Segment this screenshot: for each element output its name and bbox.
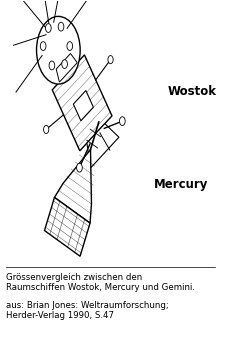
Text: Herder-Verlag 1990, S.47: Herder-Verlag 1990, S.47 bbox=[6, 311, 114, 321]
Circle shape bbox=[58, 22, 64, 31]
Polygon shape bbox=[52, 55, 112, 151]
Text: Raumschiffen Wostok, Mercury und Gemini.: Raumschiffen Wostok, Mercury und Gemini. bbox=[6, 283, 195, 292]
Circle shape bbox=[62, 60, 67, 69]
Circle shape bbox=[40, 42, 46, 50]
Circle shape bbox=[77, 163, 82, 172]
Text: Wostok: Wostok bbox=[167, 85, 216, 98]
Circle shape bbox=[37, 16, 80, 84]
Circle shape bbox=[67, 42, 73, 50]
Circle shape bbox=[44, 125, 49, 134]
Text: Grössenvergleich zwischen den: Grössenvergleich zwischen den bbox=[6, 272, 142, 282]
Polygon shape bbox=[55, 150, 92, 223]
Polygon shape bbox=[45, 197, 90, 256]
Polygon shape bbox=[87, 124, 119, 168]
Circle shape bbox=[108, 56, 113, 64]
Polygon shape bbox=[73, 90, 93, 121]
Text: Mercury: Mercury bbox=[154, 178, 209, 191]
Circle shape bbox=[49, 61, 55, 70]
Polygon shape bbox=[56, 54, 77, 82]
Text: aus: Brian Jones: Weltraumforschung;: aus: Brian Jones: Weltraumforschung; bbox=[6, 301, 168, 310]
Circle shape bbox=[45, 24, 51, 32]
Circle shape bbox=[120, 117, 125, 125]
